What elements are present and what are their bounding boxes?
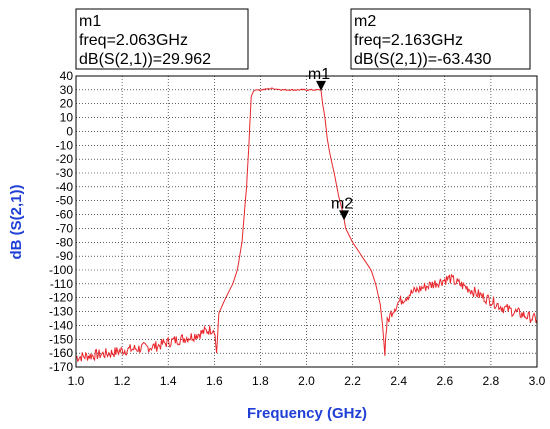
x-tick-label: 1.2 [114, 374, 131, 388]
y-tick-label: 10 [60, 111, 74, 125]
y-tick-label: -140 [49, 318, 73, 332]
m2-title: m2 [354, 13, 376, 30]
x-tick-label: 1.4 [160, 374, 177, 388]
y-tick-label: -70 [56, 221, 74, 235]
m2-marker [339, 210, 350, 221]
marker-readout-m1: m1 freq=2.063GHz dB(S(2,1))=29.962 [75, 8, 249, 70]
y-tick-label: -120 [49, 291, 73, 305]
m1-freq: freq=2.063GHz [79, 32, 188, 49]
y-tick-label: 0 [66, 124, 73, 138]
m1-title: m1 [79, 13, 101, 30]
y-tick-label: 20 [60, 97, 74, 111]
x-tick-label: 2.0 [298, 374, 315, 388]
x-tick-label: 3.0 [529, 374, 546, 388]
m2-value: dB(S(2,1))=-63.430 [354, 51, 492, 68]
x-tick-label: 2.4 [390, 374, 407, 388]
y-tick-label: 40 [60, 69, 74, 83]
m2-freq: freq=2.163GHz [354, 32, 463, 49]
x-tick-label: 2.2 [344, 374, 361, 388]
x-tick-label: 2.8 [483, 374, 500, 388]
x-tick-label: 1.0 [68, 374, 85, 388]
y-tick-label: -20 [56, 152, 74, 166]
x-tick-label: 1.6 [206, 374, 223, 388]
m1-marker [316, 80, 327, 91]
y-tick-label: -130 [49, 305, 73, 319]
y-tick-label: -110 [50, 277, 73, 291]
y-tick-label: -160 [49, 346, 73, 360]
m2-marker-label: m2 [331, 195, 353, 212]
plot-grid [75, 75, 538, 368]
y-tick-label: 30 [60, 83, 74, 97]
m1-marker-label: m1 [308, 66, 330, 83]
y-tick-label: -40 [56, 180, 74, 194]
y-tick-label: -10 [56, 138, 74, 152]
marker-group: m1 m2 [308, 66, 353, 221]
y-tick-label: -170 [49, 360, 73, 374]
x-axis-title: Frequency (GHz) [247, 405, 367, 422]
series-group [75, 87, 538, 363]
series-line [75, 87, 538, 363]
x-tick-labels: 1.0 1.2 1.4 1.6 1.8 2.0 2.2 2.4 2.6 2.8 3.0 [68, 374, 546, 388]
plot-frame [75, 75, 538, 368]
y-tick-label: -90 [56, 249, 74, 263]
y-tick-label: -80 [56, 235, 74, 249]
x-tick-label: 1.8 [252, 374, 269, 388]
y-tick-label: -60 [56, 208, 74, 222]
y-tick-label: -30 [56, 166, 74, 180]
y-tick-labels: 403020100-10-20-30-40-50-60-70-80-90-100… [49, 69, 73, 374]
m1-value: dB(S(2,1))=29.962 [79, 51, 211, 68]
y-axis-title: dB (S(2,1)) [8, 184, 25, 259]
y-tick-label: -100 [49, 263, 73, 277]
y-tick-label: -50 [56, 194, 74, 208]
marker-readout-m2: m2 freq=2.163GHz dB(S(2,1))=-63.430 [350, 8, 531, 70]
y-tick-label: -150 [49, 332, 73, 346]
x-tick-label: 2.6 [436, 374, 453, 388]
